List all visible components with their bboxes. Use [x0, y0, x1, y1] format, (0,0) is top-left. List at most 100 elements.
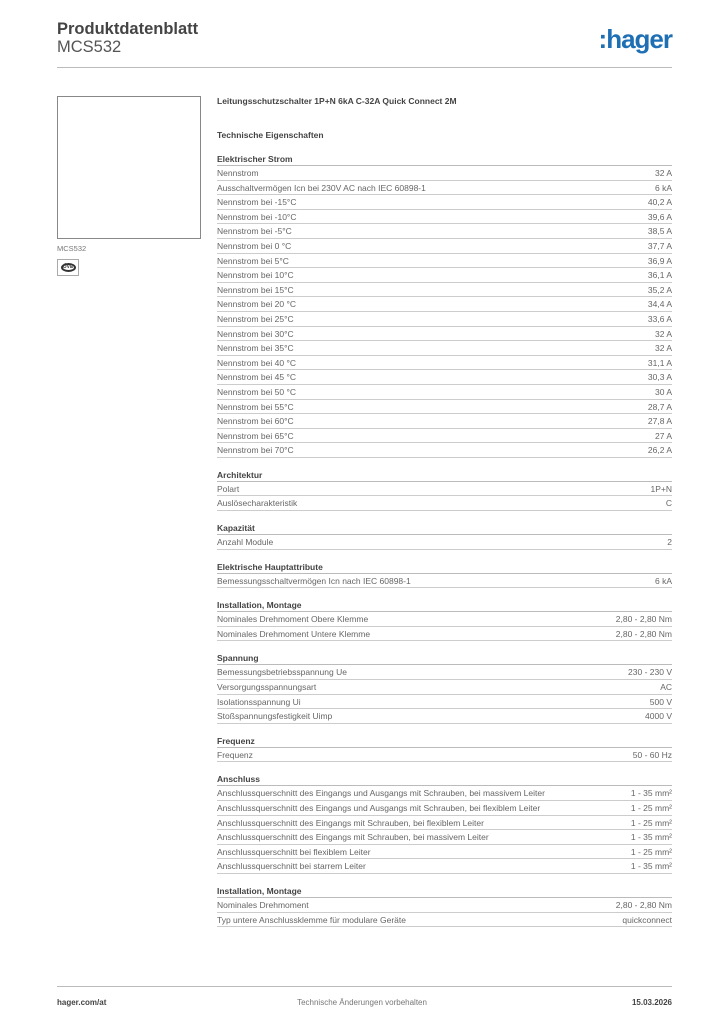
- spec-row: Nominales Drehmoment Obere Klemme 2,80 - …: [217, 612, 672, 627]
- spec-value: 32 A: [654, 328, 672, 339]
- spec-value: 27,8 A: [647, 416, 672, 427]
- spec-row: Anschlussquerschnitt des Eingangs und Au…: [217, 786, 672, 801]
- spec-value: 30,3 A: [647, 372, 672, 383]
- spec-row: Nennstrom bei 40 °C 31,1 A: [217, 356, 672, 371]
- spec-row: Nennstrom bei 45 °C 30,3 A: [217, 370, 672, 385]
- product-ref: MCS532: [57, 244, 87, 253]
- spec-label: Nennstrom bei 70°C: [217, 445, 294, 456]
- spec-row: Nennstrom bei 15°C 35,2 A: [217, 283, 672, 298]
- spec-label: Nennstrom bei 40 °C: [217, 357, 296, 368]
- spec-value: 500 V: [649, 696, 672, 707]
- spec-value: 33,6 A: [647, 313, 672, 324]
- spec-label: Anschlussquerschnitt bei starrem Leiter: [217, 861, 366, 872]
- spec-value: 28,7 A: [647, 401, 672, 412]
- spec-label: Versorgungsspannungsart: [217, 682, 317, 693]
- spec-value: 2,80 - 2,80 Nm: [615, 899, 672, 910]
- spec-section: Elektrischer Strom Nennstrom 32 A Ausschalt…: [217, 152, 672, 458]
- spec-value: 35,2 A: [647, 284, 672, 295]
- spec-row: Nominales Drehmoment Untere Klemme 2,80 -…: [217, 627, 672, 642]
- spec-label: Nennstrom bei -10°C: [217, 211, 297, 222]
- spec-row: Nennstrom bei 55°C 28,7 A: [217, 400, 672, 415]
- spec-row: Isolationsspannung Ui 500 V: [217, 695, 672, 710]
- spec-label: Polart: [217, 483, 240, 494]
- section-heading: Architektur: [217, 468, 672, 482]
- spec-value: 38,5 A: [647, 226, 672, 237]
- spec-row: Nennstrom bei 5°C 36,9 A: [217, 254, 672, 269]
- spec-section: Spannung Bemessungsbetriebsspannung Ue 230…: [217, 651, 672, 724]
- spec-label: Nominales Drehmoment Obere Klemme: [217, 614, 369, 625]
- spec-row: Nennstrom bei 70°C 26,2 A: [217, 443, 672, 458]
- spec-row: Nennstrom bei 0 °C 37,7 A: [217, 239, 672, 254]
- footer-website[interactable]: hager.com/at: [57, 998, 107, 1007]
- spec-row: Nennstrom bei 65°C 27 A: [217, 429, 672, 444]
- spec-row: Nennstrom 32 A: [217, 166, 672, 181]
- spec-row: Ausschaltvermögen Icn bei 230V AC nach I…: [217, 181, 672, 196]
- spec-label: Anschlussquerschnitt des Eingangs mit Sc…: [217, 832, 489, 843]
- section-subtitle: Technische Eigenschaften: [217, 130, 324, 140]
- spec-value: 36,1 A: [647, 270, 672, 281]
- footer-date: 15.03.2026: [631, 998, 672, 1007]
- spec-value: 31,1 A: [647, 357, 672, 368]
- spec-row: Nennstrom bei 30°C 32 A: [217, 327, 672, 342]
- spec-row: Anschlussquerschnitt des Eingangs mit Sc…: [217, 816, 672, 831]
- spec-value: 26,2 A: [647, 445, 672, 456]
- spec-row: Nennstrom bei 50 °C 30 A: [217, 385, 672, 400]
- spec-label: Nennstrom bei 45 °C: [217, 372, 296, 383]
- model-number: MCS532: [57, 38, 122, 56]
- spec-value: 6 kA: [654, 182, 672, 193]
- spec-value: 4000 V: [645, 711, 672, 722]
- spec-label: Nennstrom bei 30°C: [217, 328, 294, 339]
- spec-label: Nennstrom bei 50 °C: [217, 386, 296, 397]
- spec-value: 1P+N: [650, 483, 673, 494]
- spec-section: Elektrische Hauptattribute Bemessungsscha…: [217, 560, 672, 589]
- spec-label: Nennstrom bei 60°C: [217, 416, 294, 427]
- spec-row: Typ untere Anschlussklemme für modulare …: [217, 913, 672, 928]
- section-heading: Kapazität: [217, 521, 672, 536]
- spec-row: Versorgungsspannungsart AC: [217, 680, 672, 695]
- spec-label: Frequenz: [217, 749, 253, 760]
- spec-row: Frequenz 50 - 60 Hz: [217, 748, 672, 763]
- spec-row: Anschlussquerschnitt des Eingangs mit Sc…: [217, 830, 672, 845]
- spec-row: Bemessungsbetriebsspannung Ue 230 - 230 V: [217, 665, 672, 681]
- spec-value: quickconnect: [622, 914, 672, 925]
- spec-row: Anschlussquerschnitt bei flexiblem Leite…: [217, 845, 672, 860]
- spec-value: 32 A: [654, 343, 672, 354]
- spec-row: Nennstrom bei 25°C 33,6 A: [217, 312, 672, 327]
- spec-value: 2,80 - 2,80 Nm: [615, 628, 672, 639]
- spec-label: Typ untere Anschlussklemme für modulare …: [217, 914, 406, 925]
- spec-label: Stoßspannungsfestigkeit Uimp: [217, 711, 333, 722]
- spec-row: Stoßspannungsfestigkeit Uimp 4000 V: [217, 709, 672, 724]
- spec-label: Anschlussquerschnitt bei flexiblem Leite…: [217, 846, 371, 857]
- spec-section: Kapazität Anzahl Module 2: [217, 521, 672, 550]
- section-heading: Frequenz: [217, 734, 672, 748]
- spec-value: 230 - 230 V: [628, 667, 672, 678]
- section-heading: Anschluss: [217, 772, 672, 787]
- spec-row: Anschlussquerschnitt des Eingangs und Au…: [217, 801, 672, 816]
- spec-row: Nennstrom bei 10°C 36,1 A: [217, 268, 672, 283]
- spec-value: 1 - 35 mm²: [630, 788, 672, 799]
- spec-value: 30 A: [654, 386, 672, 397]
- spec-label: Ausschaltvermögen Icn bei 230V AC nach I…: [217, 182, 426, 193]
- spec-section: Architektur Polart 1P+N Auslösecharakterist…: [217, 468, 673, 512]
- hager-logo: :hager: [598, 24, 673, 54]
- spec-row: Anschlussquerschnitt bei starrem Leiter 1…: [217, 859, 672, 874]
- spec-label: Bemessungsschaltvermögen Icn nach IEC 60…: [217, 575, 411, 586]
- spec-label: Auslösecharakteristik: [217, 498, 298, 509]
- spec-row: Nennstrom bei 35°C 32 A: [217, 341, 672, 356]
- spec-row: Anzahl Module 2: [217, 535, 672, 550]
- page-title: Produktdatenblatt: [57, 20, 199, 38]
- spec-label: Nennstrom bei 5°C: [217, 255, 289, 266]
- spec-row: Nennstrom bei 60°C 27,8 A: [217, 414, 672, 429]
- product-image: [57, 96, 201, 239]
- spec-label: Nennstrom bei 15°C: [217, 284, 294, 295]
- spec-label: Anschlussquerschnitt des Eingangs und Au…: [217, 788, 545, 799]
- spec-row: Auslösecharakteristik C: [217, 496, 672, 512]
- header-divider: [57, 67, 672, 68]
- spec-value: 1 - 25 mm²: [630, 803, 672, 813]
- spec-value: 1 - 35 mm²: [630, 861, 672, 872]
- spec-value: 6 kA: [654, 575, 672, 586]
- section-heading: Installation, Montage: [217, 884, 672, 898]
- spec-label: Nennstrom bei 35°C: [217, 343, 294, 354]
- spec-value: 36,9 A: [647, 255, 672, 266]
- spec-label: Anzahl Module: [217, 537, 274, 548]
